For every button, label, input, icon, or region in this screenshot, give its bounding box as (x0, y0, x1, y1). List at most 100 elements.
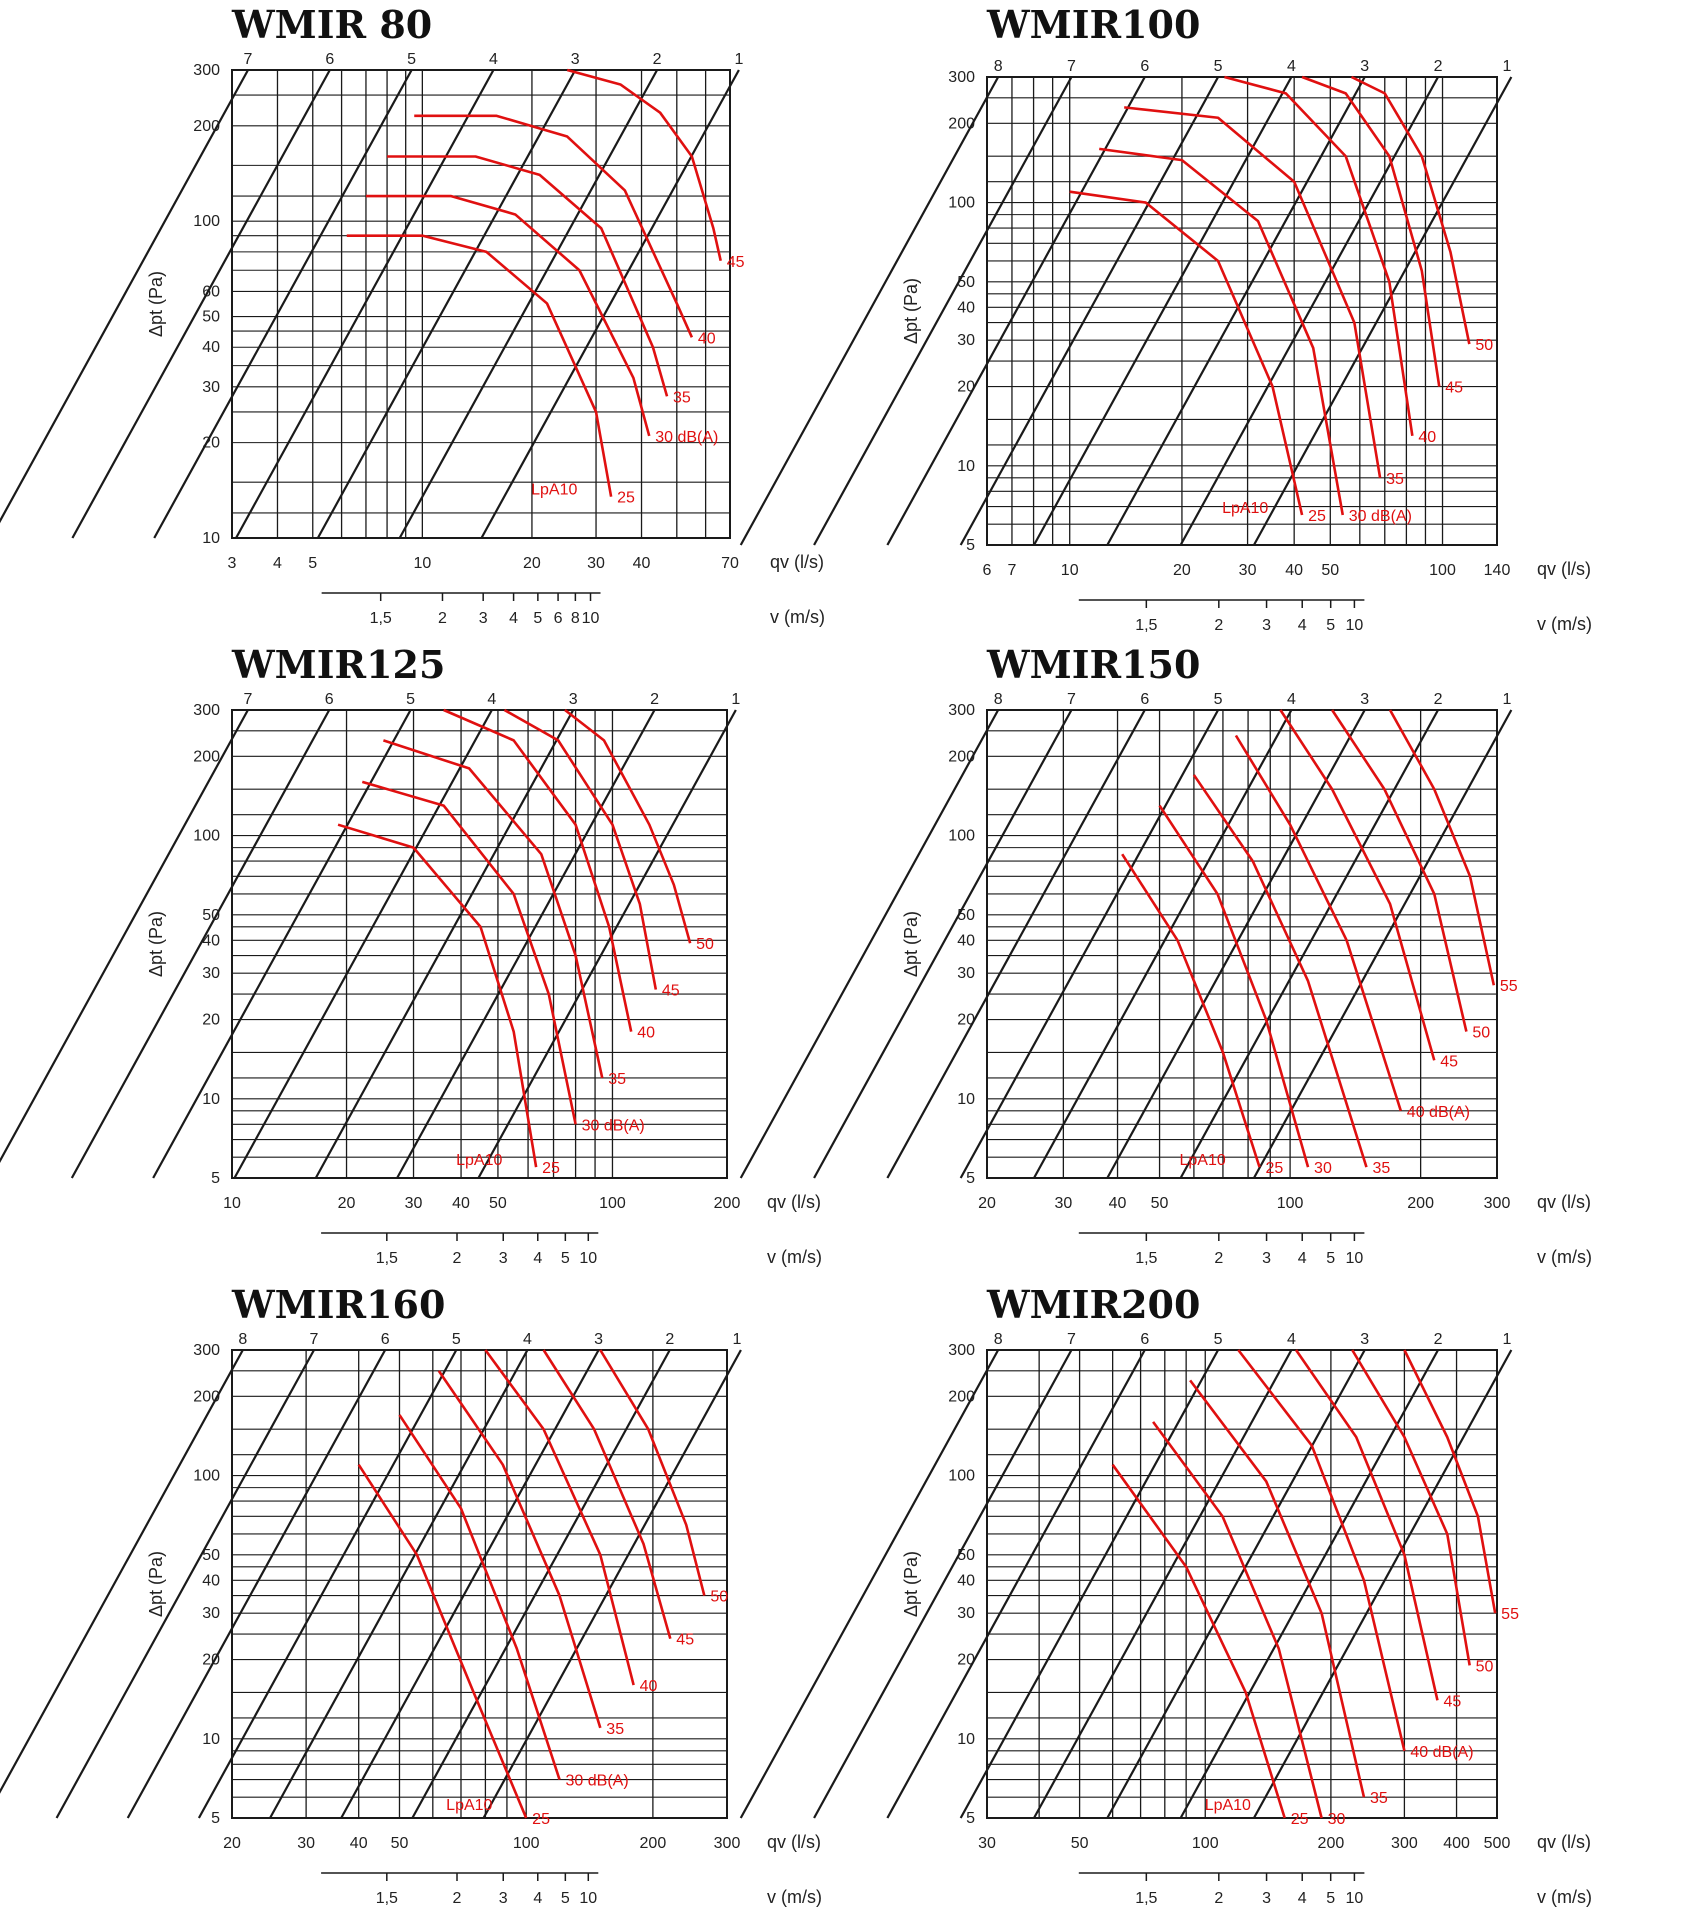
noise-curve-label: 45 (1445, 380, 1463, 397)
y-tick-label: 20 (957, 379, 975, 396)
noise-curve-label: 25 (542, 1160, 560, 1177)
noise-level-label: LpA10 (456, 1152, 502, 1169)
velocity-tick-label: 4 (1298, 1250, 1307, 1267)
velocity-tick-label: 5 (1326, 1250, 1335, 1267)
diameter-line (0, 69, 249, 524)
y-tick-label: 40 (202, 339, 220, 356)
velocity-tick-label: 3 (1262, 1890, 1271, 1907)
x-tick-label: 40 (452, 1195, 470, 1212)
velocity-tick-label: 5 (561, 1250, 570, 1267)
x-tick-label: 40 (1109, 1195, 1127, 1212)
velocity-tick-label: 5 (1326, 617, 1335, 634)
noise-curve-label: 25 (1265, 1160, 1283, 1177)
x-tick-label: 20 (523, 555, 541, 572)
diameter-line-label: 3 (1360, 58, 1369, 75)
diameter-line-label: 5 (1214, 691, 1223, 708)
diameter-line-label: 6 (325, 51, 334, 68)
y-tick-label: 50 (957, 1547, 975, 1564)
diameter-line-label: 3 (1360, 1331, 1369, 1348)
y-tick-label: 100 (193, 1468, 220, 1485)
chart-panel: WMIR200 5 10 20 30 40 50 100 200 300 30 50 100 200 300… (739, 1280, 1694, 1920)
y-tick-label: 30 (202, 965, 220, 982)
velocity-tick-label: 2 (453, 1890, 462, 1907)
chart-panel: WMIR160 5 10 20 30 40 50 100 200 300 20 30 40 50 100 20… (0, 1280, 847, 1920)
x-tick-label: 20 (978, 1195, 996, 1212)
velocity-axis-label: v (m/s) (1537, 1887, 1592, 1907)
noise-level-label: LpA10 (1179, 1152, 1225, 1169)
x-tick-label: 6 (983, 562, 992, 579)
chart-panel: WMIR 80 10 20 30 40 50 60 100 200 300 3 4 5 10 20 30 40 7… (0, 0, 847, 640)
velocity-tick-label: 3 (1262, 1250, 1271, 1267)
diameter-line-label: 5 (1214, 58, 1223, 75)
x-tick-label: 100 (513, 1835, 540, 1852)
x-tick-label: 100 (599, 1195, 626, 1212)
chart-title: WMIR160 (231, 1282, 445, 1327)
chart-svg: WMIR150 5 10 20 30 40 50 100 200 300 20 30 40 50 100 20… (739, 642, 1592, 1267)
x-axis-label: qv (l/s) (770, 552, 824, 572)
diameter-line-label: 7 (1067, 58, 1076, 75)
diameter-line (398, 69, 659, 539)
y-tick-label: 5 (211, 1810, 220, 1827)
noise-curve (398, 1414, 561, 1780)
x-axis-label: qv (l/s) (1537, 559, 1591, 579)
diameter-line-label: 5 (407, 51, 416, 68)
noise-level-label: LpA10 (1222, 500, 1268, 517)
diameter-line (269, 1349, 529, 1819)
diameter-line-label: 1 (731, 691, 740, 708)
diameter-line (1179, 76, 1439, 546)
y-tick-label: 30 (957, 332, 975, 349)
y-tick-label: 20 (957, 1652, 975, 1669)
noise-curve (1111, 1463, 1286, 1819)
diameter-line-label: 2 (1434, 1331, 1443, 1348)
diameter-line-label: 2 (650, 691, 659, 708)
diameter-line (482, 1349, 742, 1819)
noise-curve (1121, 853, 1261, 1168)
noise-level-label: LpA10 (446, 1797, 492, 1814)
diameter-line (1179, 709, 1439, 1179)
noise-curve-label: 25 (617, 490, 635, 507)
velocity-tick-label: 5 (561, 1890, 570, 1907)
diameter-line-label: 3 (571, 51, 580, 68)
diameter-line (314, 709, 575, 1179)
diameter-line-label: 7 (310, 1331, 319, 1348)
diameter-line (480, 69, 740, 539)
diameter-line-label: 7 (244, 51, 253, 68)
noise-curve-label: 35 (1372, 1160, 1390, 1177)
velocity-axis-label: v (m/s) (1537, 614, 1592, 634)
velocity-tick-label: 4 (1298, 617, 1307, 634)
diameter-line-label: 2 (1434, 58, 1443, 75)
x-tick-label: 140 (1484, 562, 1511, 579)
noise-curve (1124, 106, 1382, 479)
x-tick-label: 3 (228, 555, 237, 572)
y-tick-label: 300 (193, 62, 220, 79)
y-tick-label: 50 (202, 309, 220, 326)
diameter-line-label: 4 (523, 1331, 532, 1348)
noise-curve-label: 45 (1440, 1053, 1458, 1070)
noise-curve-label: 40 (698, 330, 716, 347)
noise-curve (382, 739, 604, 1079)
diameter-line-label: 8 (238, 1331, 247, 1348)
y-tick-label: 50 (202, 907, 220, 924)
diameter-line-label: 6 (1140, 58, 1149, 75)
diameter-line-label: 7 (1067, 1331, 1076, 1348)
diameter-line (813, 709, 1073, 1179)
diameter-line-label: 6 (1140, 691, 1149, 708)
noise-curve-label: 30 dB(A) (655, 429, 718, 446)
diameter-line-label: 5 (452, 1331, 461, 1348)
noise-curve-label: 35 (673, 389, 691, 406)
velocity-tick-label: 1,5 (376, 1890, 398, 1907)
diameter-line (0, 1349, 244, 1794)
noise-curve-label: 30 dB(A) (566, 1773, 629, 1790)
x-tick-label: 50 (489, 1195, 507, 1212)
diameter-line (477, 709, 737, 1179)
noise-curves (1111, 1349, 1497, 1819)
x-tick-label: 200 (1407, 1195, 1434, 1212)
noise-curve (387, 155, 669, 397)
velocity-tick-label: 4 (1298, 1890, 1307, 1907)
diameter-line-label: 2 (1434, 691, 1443, 708)
y-tick-label: 40 (957, 932, 975, 949)
diameter-line (411, 1349, 671, 1819)
velocity-tick-label: 4 (509, 610, 518, 627)
diameter-line (739, 1349, 1000, 1819)
